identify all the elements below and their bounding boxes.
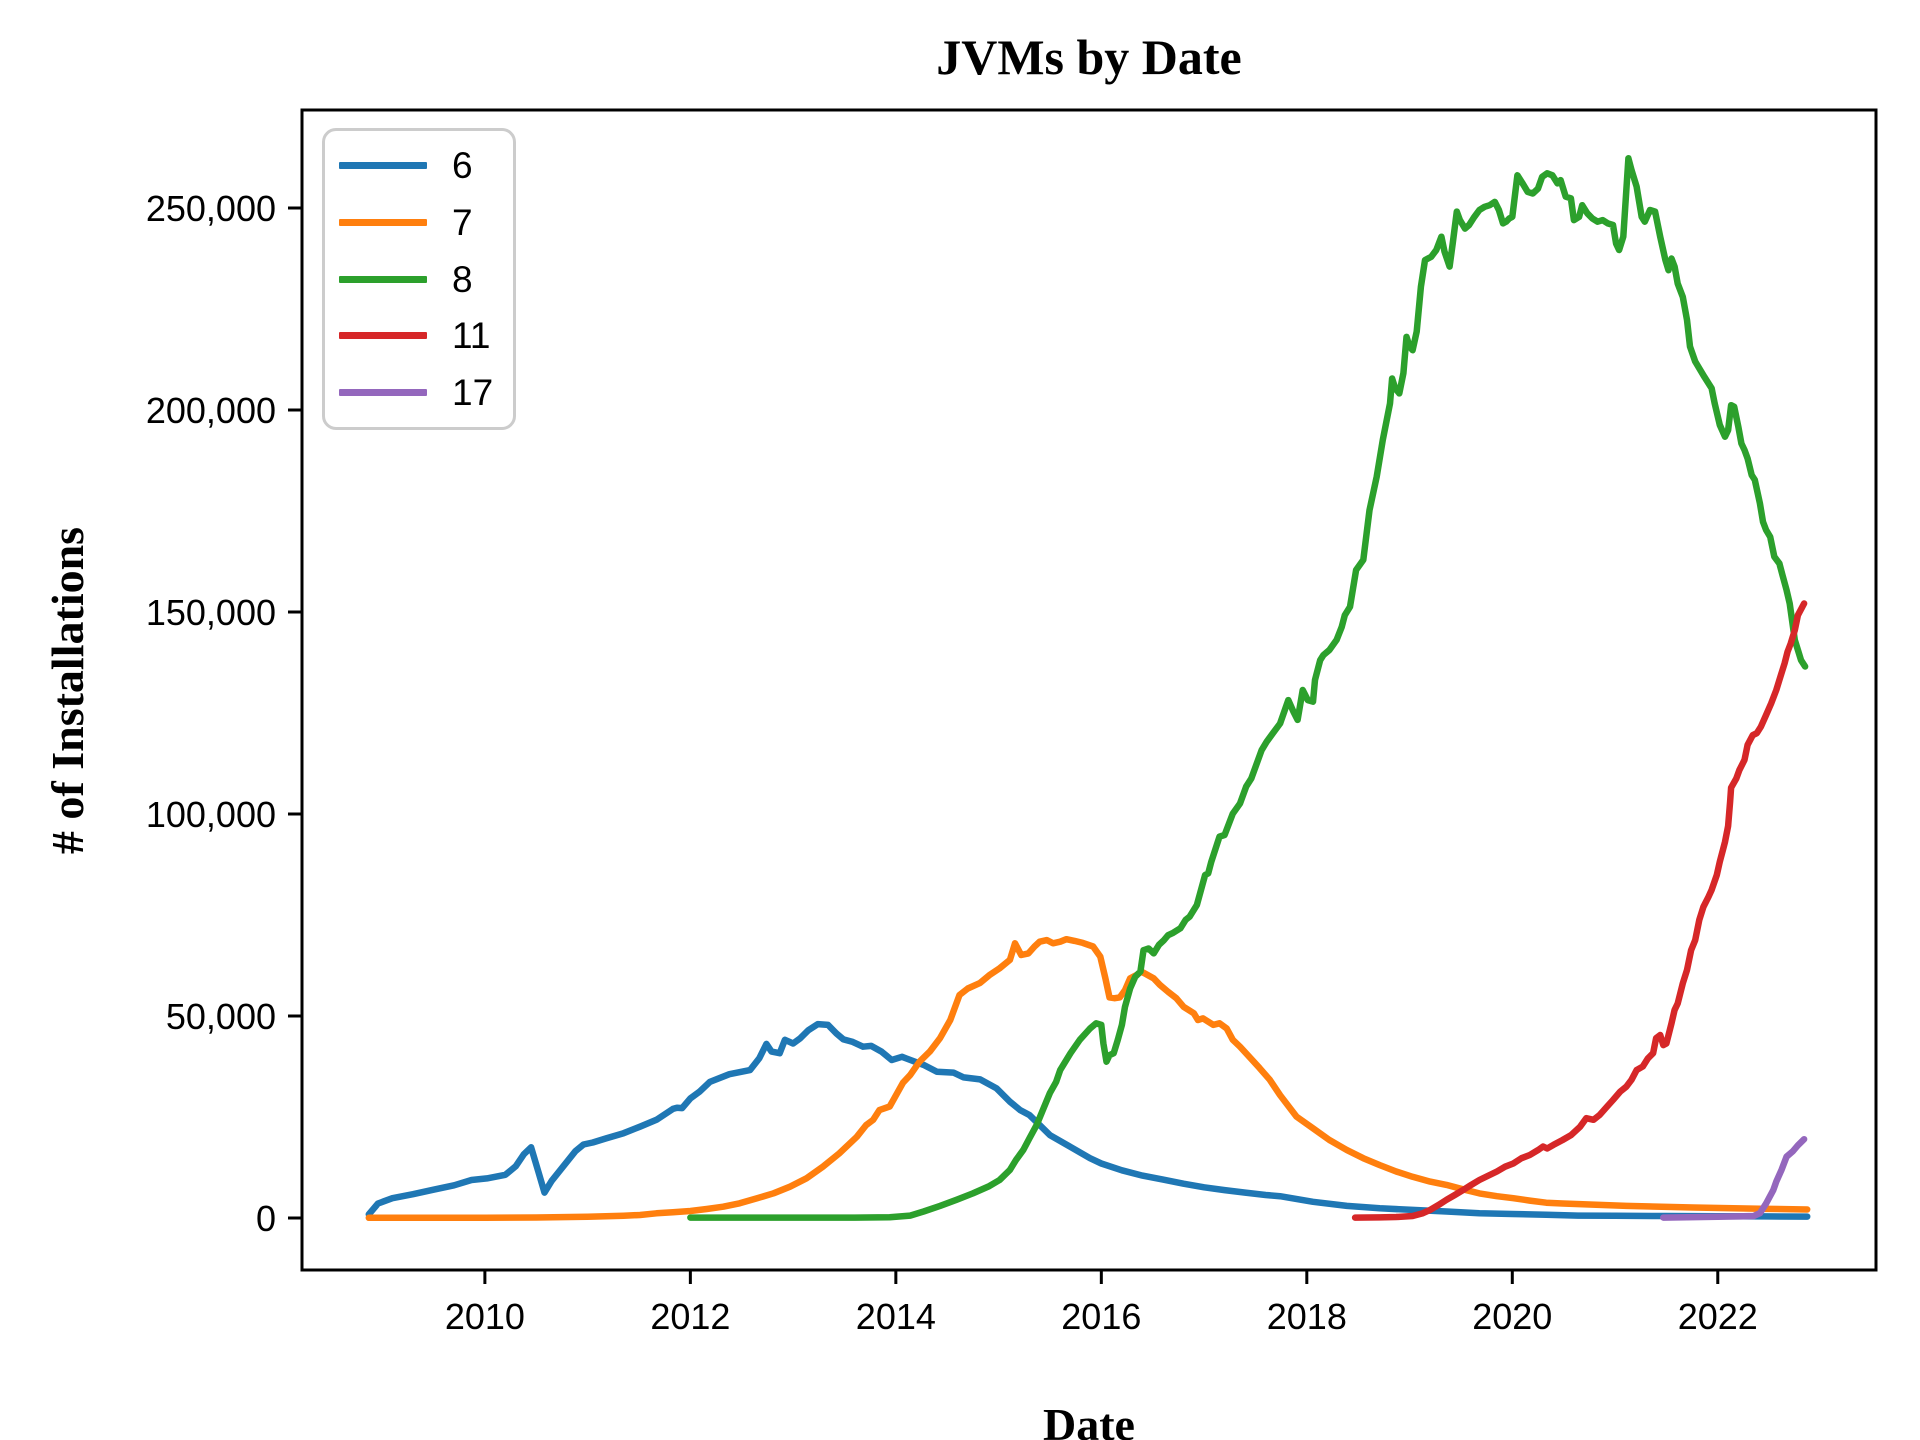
plot-frame [300,108,1878,1272]
x-tick-label: 2020 [1472,1296,1552,1337]
x-axis-label: Date [1043,1399,1135,1440]
legend-line-icon [339,275,427,283]
legend-item-7: 7 [339,204,513,241]
y-axis-label-text: # of Installations [42,526,94,854]
x-tick-label: 2012 [650,1296,730,1337]
legend-item-17: 17 [339,374,513,411]
legend-label: 17 [452,372,494,413]
chart-title: JVMs by Date [936,29,1242,85]
legend-label: 6 [452,145,473,186]
legend-item-6: 6 [339,147,513,184]
y-tick-label: 200,000 [146,390,276,431]
y-tick-label: 100,000 [146,794,276,835]
legend-line-icon [339,389,427,396]
series-line-8 [687,155,1809,1221]
y-tick-label: 250,000 [146,188,276,229]
y-tick-label: 150,000 [146,592,276,633]
series-line-17 [1660,1135,1808,1221]
legend: 6 7 8 11 17 [322,128,516,430]
legend-label: 11 [452,315,491,357]
legend-item-11: 11 [339,317,513,354]
legend-line-icon [339,332,427,340]
x-tick-label: 2010 [445,1296,525,1337]
series-line-11 [1351,600,1808,1221]
y-tick-label: 50,000 [166,996,276,1037]
x-tick-label: 2014 [856,1296,936,1337]
legend-label: 7 [452,201,473,243]
legend-line-icon [339,218,427,226]
x-tick-label: 2018 [1267,1296,1347,1337]
y-axis-label: # of Installations [38,110,98,1270]
legend-label: 8 [452,258,473,300]
series-line-6 [365,1020,1811,1220]
series-line-7 [365,935,1811,1222]
y-tick-label: 0 [256,1198,276,1239]
legend-line-icon [339,162,427,169]
x-tick-label: 2016 [1061,1296,1141,1337]
legend-item-8: 8 [339,261,513,298]
x-tick-label: 2022 [1678,1296,1758,1337]
